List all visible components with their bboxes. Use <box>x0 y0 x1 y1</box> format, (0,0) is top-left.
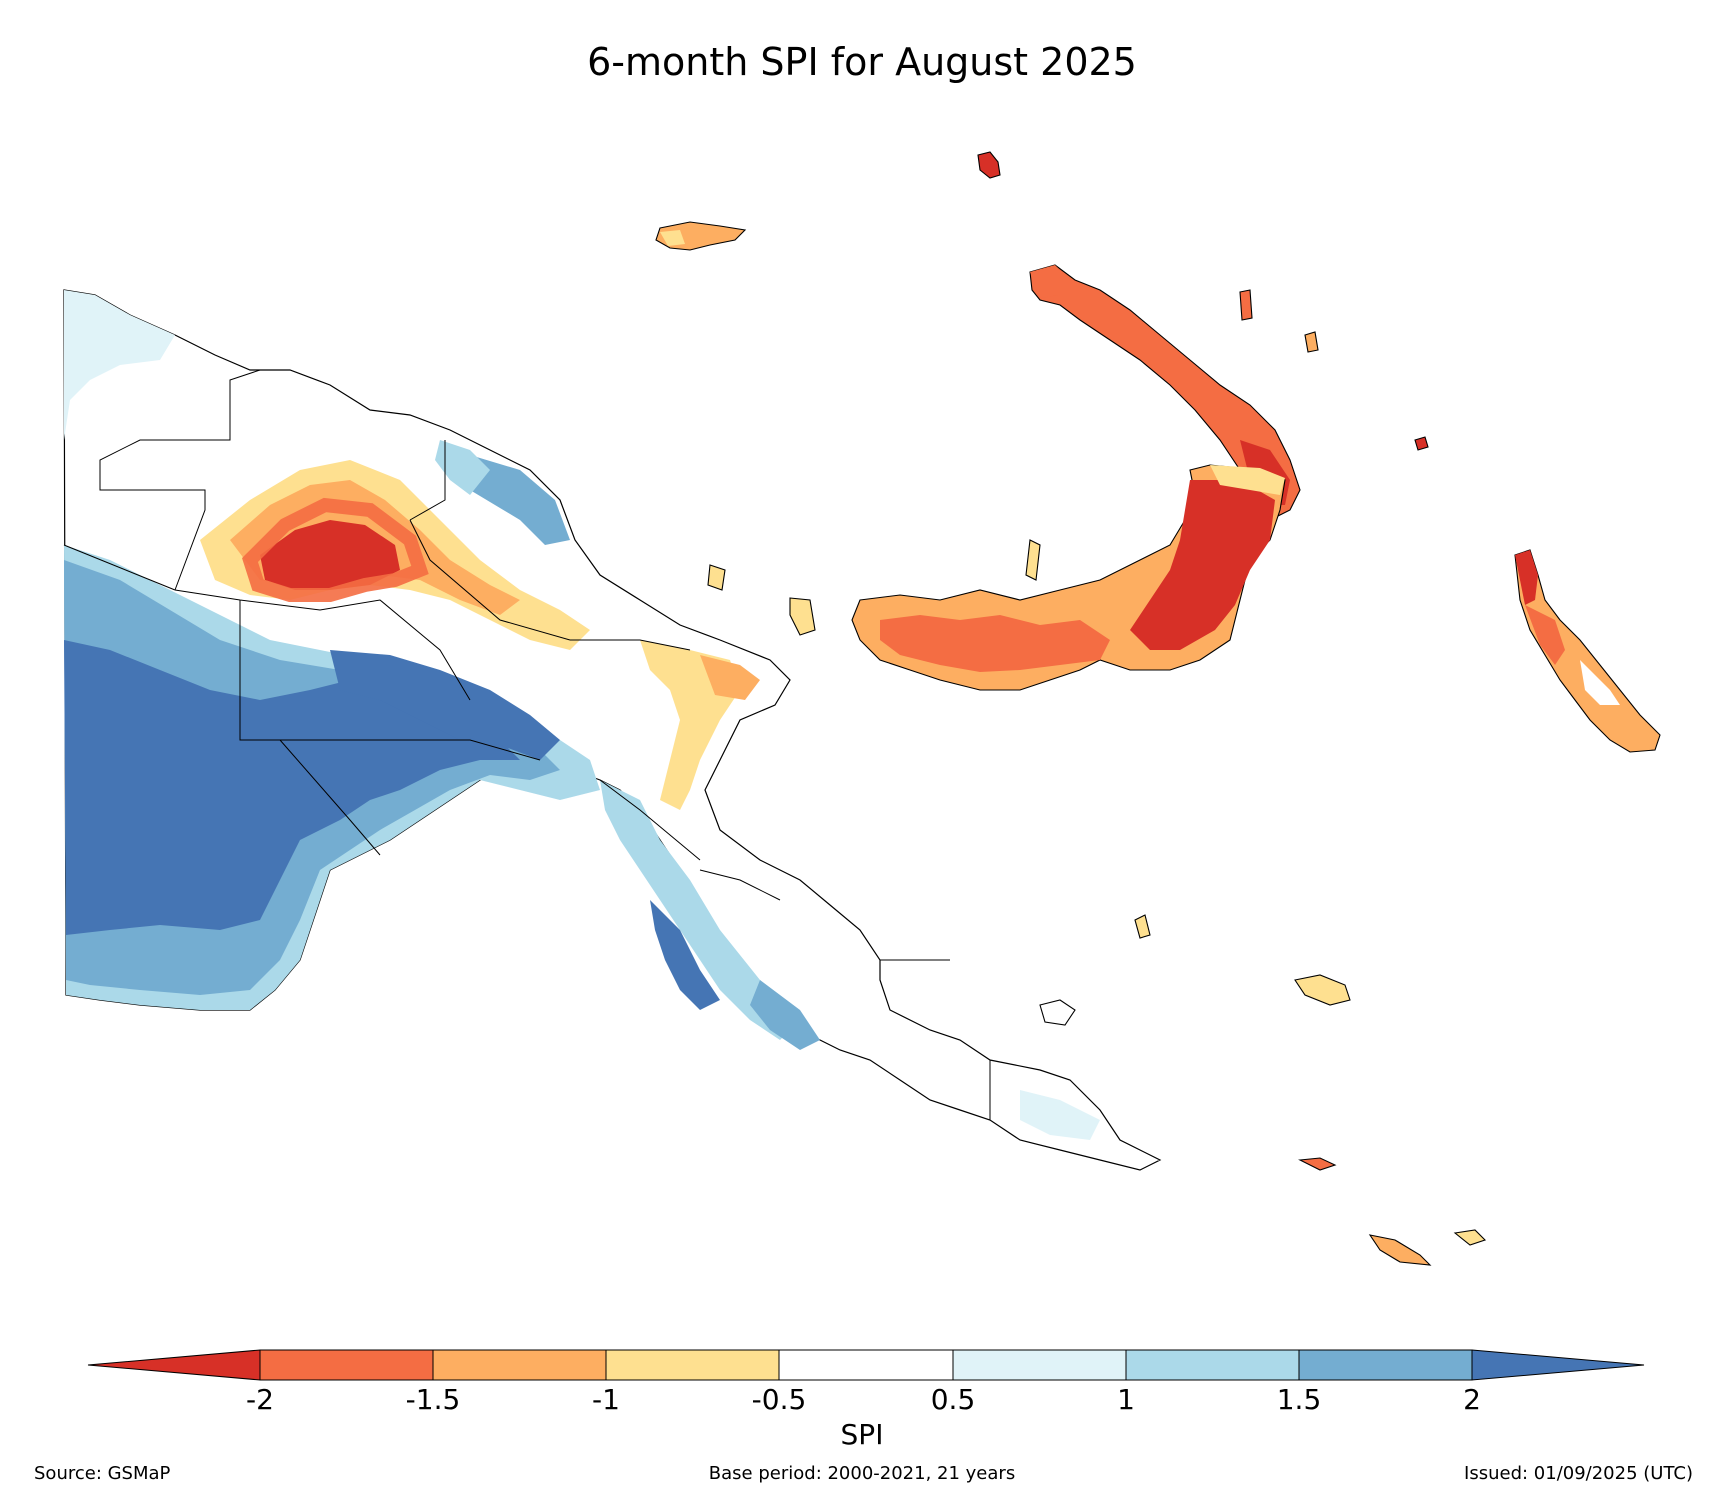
island-bougainville-north-core <box>1515 550 1538 605</box>
colorbar-tick: -1 <box>592 1383 620 1416</box>
island-new-ireland-west <box>1030 265 1070 298</box>
dry-region-highlands-ring <box>242 497 429 602</box>
mainland-layer <box>63 289 1162 1171</box>
issued-note: Issued: 01/09/2025 (UTC) <box>1464 1463 1693 1484</box>
colorbar-tick: -1.5 <box>405 1383 461 1416</box>
colorbar-tick: -2 <box>246 1383 274 1416</box>
colorbar-bin-3 <box>605 1349 780 1381</box>
island-misima <box>1298 1157 1337 1171</box>
island-bougainville <box>1514 549 1661 753</box>
wet-region-north-coast-fringe <box>435 440 490 495</box>
colorbar-bin-4 <box>778 1349 954 1381</box>
island-sudest <box>1368 1234 1432 1266</box>
base-period-note: Base period: 2000-2021, 21 years <box>708 1463 1016 1484</box>
island-manus-west <box>660 230 685 246</box>
wet-region-gulf-mid <box>750 980 820 1050</box>
island-small-east-red <box>1414 436 1429 451</box>
island-small-orange-2 <box>1239 289 1253 321</box>
colorbar-tick: 0.5 <box>930 1383 976 1416</box>
colorbar-bin-2 <box>432 1349 607 1381</box>
dry-region-madang-core <box>700 655 760 700</box>
wet-region-northwest <box>64 290 175 440</box>
island-new-ireland <box>1029 264 1301 521</box>
wet-region-gulf-core <box>650 900 720 1010</box>
island-dark-outline <box>1039 999 1076 1026</box>
island-goodenough <box>1134 914 1151 939</box>
island-new-britain-north <box>1210 465 1285 495</box>
island-rossel <box>1453 1229 1487 1246</box>
wet-region-southeast <box>1020 1090 1100 1140</box>
colorbar-bin-7 <box>1298 1349 1473 1381</box>
province-boundaries <box>63 369 991 1120</box>
islands-layer <box>655 151 1661 1266</box>
colorbar <box>87 1349 1645 1381</box>
island-new-britain-east-core <box>1130 480 1275 650</box>
island-bougainville-white <box>1580 660 1620 705</box>
island-small-pale-1 <box>707 564 726 591</box>
island-north-red <box>977 151 1001 179</box>
colorbar-bin-1 <box>259 1349 434 1381</box>
island-small-pale-3 <box>1025 539 1041 581</box>
source-note: Source: GSMaP <box>34 1463 171 1484</box>
colorbar-bin-5 <box>952 1349 1127 1381</box>
map-title: 6-month SPI for August 2025 <box>587 40 1137 84</box>
island-small-orange-1 <box>1304 331 1319 353</box>
island-new-britain-mid <box>880 615 1110 672</box>
wet-region-central <box>330 650 560 760</box>
colorbar-bin-6 <box>1125 1349 1300 1381</box>
colorbar-extend-high <box>1471 1349 1645 1381</box>
colorbar-label: SPI <box>840 1418 884 1451</box>
wet-region-north-coast <box>470 455 570 545</box>
colorbar-tick: 1 <box>1117 1383 1135 1416</box>
colorbar-tick: 2 <box>1463 1383 1481 1416</box>
spi-map <box>63 151 1661 1266</box>
colorbar-extend-low <box>87 1349 261 1381</box>
wet-region-west-core <box>64 640 520 935</box>
dry-region-highlands-core <box>260 520 400 590</box>
island-small-pale-2 <box>789 597 816 636</box>
colorbar-tick: 1.5 <box>1276 1383 1322 1416</box>
wet-region-gulf <box>600 780 800 1040</box>
island-fergusson <box>1294 974 1351 1006</box>
colorbar-tick: -0.5 <box>751 1383 807 1416</box>
island-bougainville-mid <box>1525 605 1565 665</box>
